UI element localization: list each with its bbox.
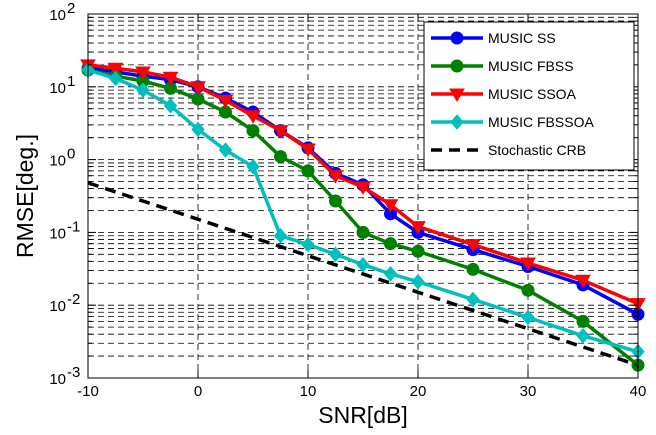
legend-label-music-fbssoa: MUSIC FBSSOA (488, 114, 594, 130)
data-point-music-fbssoa (218, 142, 233, 158)
data-point-music-fbss (466, 262, 480, 276)
data-point-music-fbss (411, 244, 425, 258)
x-tick-label: 10 (300, 383, 317, 400)
data-point-music-fbssoa (301, 236, 315, 253)
x-axis-label: SNR[dB] (318, 402, 407, 428)
legend-label-stochastic-crb: Stochastic CRB (488, 142, 586, 158)
legend-marker-music-ss (450, 31, 464, 45)
legend-marker-music-fbssoa (450, 114, 464, 130)
data-point-music-fbssoa (328, 246, 343, 263)
plot-frame (87, 13, 639, 379)
data-point-music-fbssoa (246, 158, 260, 175)
data-point-music-fbss (301, 164, 315, 178)
data-point-music-ssoa (410, 221, 426, 235)
data-point-music-fbssoa (136, 82, 150, 98)
data-point-music-fbssoa (356, 256, 370, 273)
series-line-stochastic-crb (87, 181, 639, 367)
data-point-music-fbssoa (191, 121, 205, 138)
data-point-music-ssoa (162, 71, 179, 86)
axis-ticks (87, 14, 639, 379)
data-point-music-ssoa (327, 170, 344, 184)
data-point-music-fbss (274, 150, 287, 164)
y-tick-label: 10 (49, 225, 66, 242)
legend-label-music-ss: MUSIC SS (488, 30, 556, 46)
data-point-music-fbssoa (108, 70, 123, 87)
y-tick-label: 10 (49, 7, 66, 24)
data-point-music-ssoa (575, 274, 591, 289)
data-point-music-ssoa (300, 143, 316, 157)
data-point-music-ssoa (382, 199, 399, 213)
y-tick-label: 10 (49, 80, 66, 97)
x-tick-label: 0 (194, 383, 202, 400)
x-tick-label: 20 (410, 383, 427, 400)
data-point-music-fbss (576, 314, 590, 328)
y-tick-exponent: 1 (67, 73, 75, 90)
data-point-music-fbss (384, 237, 397, 251)
data-point-music-fbssoa (273, 227, 288, 244)
y-tick-exponent: -3 (67, 364, 80, 381)
data-point-music-fbss (191, 92, 205, 106)
data-point-music-fbssoa (576, 328, 590, 344)
data-point-music-fbssoa (521, 309, 535, 326)
y-tick-exponent: -1 (67, 218, 80, 235)
legend-label-music-fbss: MUSIC FBSS (488, 58, 574, 74)
data-point-music-fbss (356, 225, 370, 239)
x-tick-label: 40 (630, 383, 647, 400)
legend-label-music-ssoa: MUSIC SSOA (488, 86, 577, 102)
data-point-music-ssoa (190, 81, 206, 95)
data-point-music-ssoa (520, 257, 536, 271)
y-tick-label: 10 (49, 153, 66, 170)
x-tick-label: -10 (77, 383, 99, 400)
data-point-music-fbssoa (163, 97, 178, 114)
y-axis-label: RMSE[deg.] (12, 134, 38, 258)
data-point-music-fbssoa (466, 291, 480, 308)
y-tick-exponent: -2 (67, 291, 80, 308)
data-point-music-fbssoa (383, 266, 398, 282)
data-point-music-ssoa (245, 110, 261, 124)
y-tick-label: 10 (49, 298, 66, 315)
data-point-music-fbss (329, 194, 342, 208)
x-tick-label: 30 (520, 383, 537, 400)
data-point-music-fbss (521, 283, 535, 297)
data-point-music-ssoa (465, 239, 481, 253)
y-tick-exponent: 0 (67, 146, 75, 163)
data-point-music-ssoa (355, 181, 371, 196)
legend: MUSIC SS MUSIC FBSS MUSIC SSOA MUSIC FBSSOA… (423, 21, 635, 171)
data-point-music-ssoa (107, 62, 124, 77)
data-point-music-fbssoa (411, 273, 425, 290)
y-tick-label: 10 (49, 371, 66, 388)
data-point-music-ssoa (135, 66, 151, 80)
data-point-music-fbss (246, 124, 260, 138)
legend-marker-music-fbss (450, 59, 464, 73)
data-point-music-ssoa (272, 125, 289, 139)
y-tick-exponent: 2 (67, 0, 75, 17)
series-layer (80, 59, 646, 372)
legend-marker-music-ssoa (449, 88, 465, 102)
data-point-music-ssoa (217, 94, 234, 109)
